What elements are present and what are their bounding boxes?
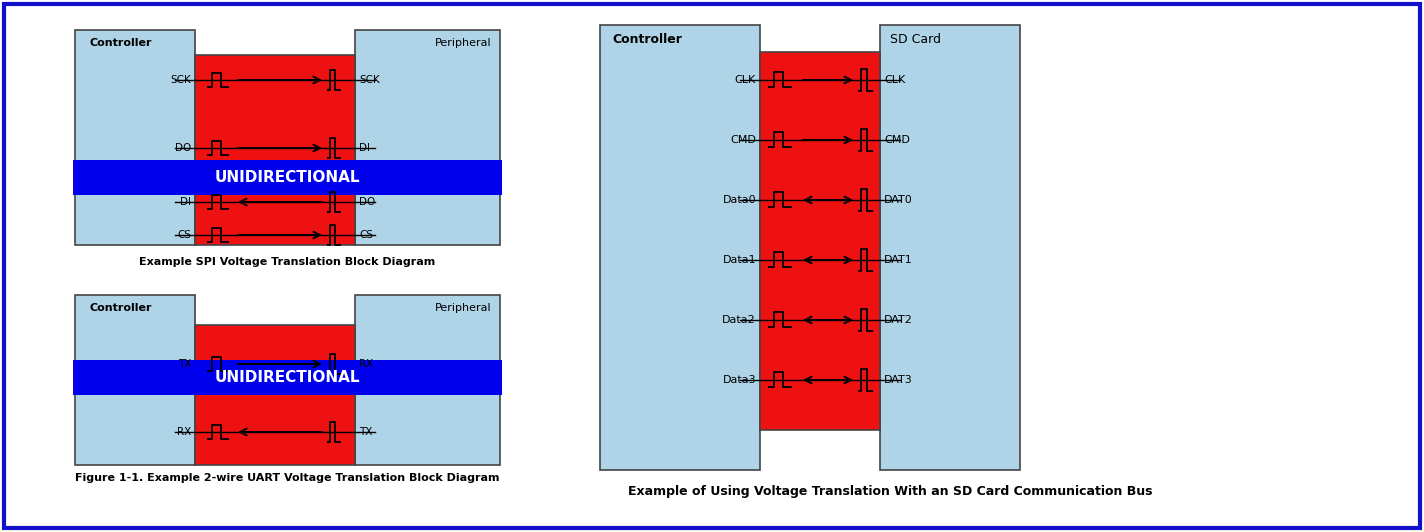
Text: DAT3: DAT3 bbox=[884, 375, 913, 385]
Text: CMD: CMD bbox=[731, 135, 756, 145]
Text: Peripheral: Peripheral bbox=[436, 303, 493, 313]
Bar bbox=[600, 25, 760, 470]
Text: Controller: Controller bbox=[90, 303, 152, 313]
Text: SD Card: SD Card bbox=[890, 33, 941, 46]
Text: Figure 1-1. Example 2-wire UART Voltage Translation Block Diagram: Figure 1-1. Example 2-wire UART Voltage … bbox=[75, 473, 500, 483]
Text: RX: RX bbox=[359, 359, 373, 369]
Text: Data1: Data1 bbox=[722, 255, 756, 265]
Text: CS: CS bbox=[177, 230, 191, 240]
Bar bbox=[880, 25, 1020, 470]
Text: CS: CS bbox=[359, 230, 373, 240]
Text: Data2: Data2 bbox=[722, 315, 756, 325]
Text: Example SPI Voltage Translation Block Diagram: Example SPI Voltage Translation Block Di… bbox=[140, 257, 436, 267]
Text: DAT0: DAT0 bbox=[884, 195, 913, 205]
Text: TX: TX bbox=[178, 359, 191, 369]
Text: Data3: Data3 bbox=[722, 375, 756, 385]
Text: Controller: Controller bbox=[612, 33, 682, 46]
Text: CMD: CMD bbox=[884, 135, 910, 145]
Text: DO: DO bbox=[175, 143, 191, 153]
Text: SCK: SCK bbox=[171, 75, 191, 85]
Text: SCK: SCK bbox=[359, 75, 380, 85]
Bar bbox=[195, 55, 355, 245]
Text: RX: RX bbox=[177, 427, 191, 437]
Text: UNIDIRECTIONAL: UNIDIRECTIONAL bbox=[215, 370, 360, 385]
Text: DI: DI bbox=[359, 143, 370, 153]
Bar bbox=[355, 30, 500, 245]
Bar bbox=[355, 295, 500, 465]
Text: Controller: Controller bbox=[90, 38, 152, 48]
Bar bbox=[760, 52, 880, 430]
Text: DI: DI bbox=[179, 197, 191, 207]
Text: Example of Using Voltage Translation With an SD Card Communication Bus: Example of Using Voltage Translation Wit… bbox=[628, 485, 1152, 498]
Text: DAT1: DAT1 bbox=[884, 255, 913, 265]
Text: Peripheral: Peripheral bbox=[436, 38, 493, 48]
Text: DO: DO bbox=[359, 197, 376, 207]
Bar bbox=[75, 295, 195, 465]
Text: CLK: CLK bbox=[884, 75, 906, 85]
Bar bbox=[195, 325, 355, 465]
Bar bbox=[73, 160, 503, 195]
Text: UNIDIRECTIONAL: UNIDIRECTIONAL bbox=[215, 170, 360, 185]
Text: CLK: CLK bbox=[735, 75, 756, 85]
Text: Data0: Data0 bbox=[722, 195, 756, 205]
Text: TX: TX bbox=[359, 427, 372, 437]
Bar bbox=[75, 30, 195, 245]
Text: DAT2: DAT2 bbox=[884, 315, 913, 325]
Bar bbox=[73, 360, 503, 395]
